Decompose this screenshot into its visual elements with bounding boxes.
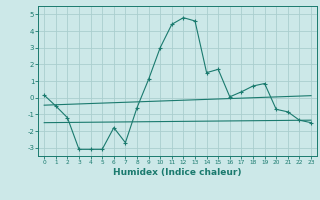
X-axis label: Humidex (Indice chaleur): Humidex (Indice chaleur) xyxy=(113,168,242,177)
